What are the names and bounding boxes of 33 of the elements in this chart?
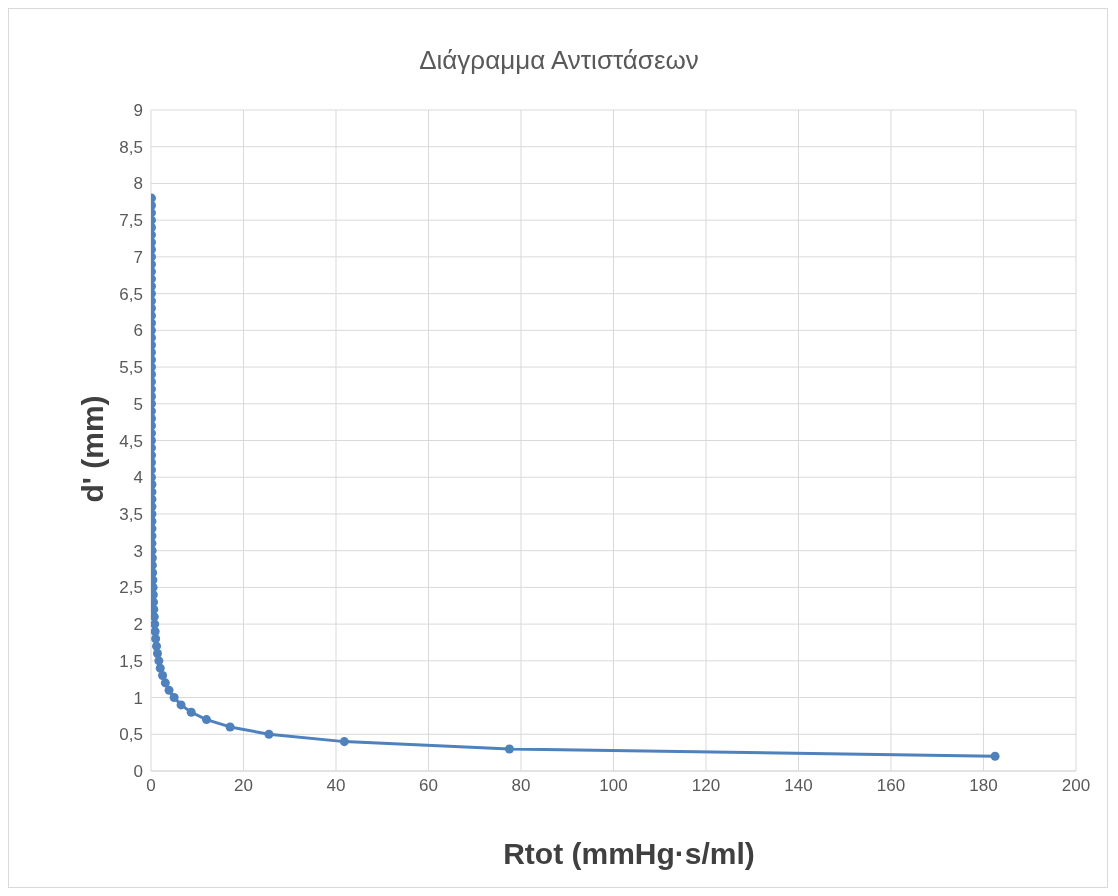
x-tick-label: 160 xyxy=(876,776,906,796)
y-tick-label: 0 xyxy=(133,762,143,782)
y-tick-label: 1 xyxy=(133,688,143,708)
y-tick-label: 6 xyxy=(133,321,143,341)
x-tick-label: 140 xyxy=(784,776,813,796)
x-axis-title: Rtot (mmHg·s/ml) xyxy=(502,837,756,871)
x-tick-label: 0 xyxy=(146,776,156,796)
y-tick-label: 7,5 xyxy=(119,211,143,231)
y-tick-label: 7 xyxy=(133,247,143,267)
y-tick-label: 9 xyxy=(133,101,143,121)
y-tick-label: 2,5 xyxy=(119,578,143,598)
y-tick-label: 1,5 xyxy=(119,651,143,671)
x-tick-label: 100 xyxy=(599,776,628,796)
x-tick-label: 120 xyxy=(691,776,721,796)
y-tick-label: 3,5 xyxy=(119,504,143,524)
y-tick-label: 6,5 xyxy=(119,284,143,304)
x-tick-label: 80 xyxy=(511,776,531,796)
y-tick-label: 5 xyxy=(133,394,143,414)
y-axis-title: d' (mm) xyxy=(76,395,110,503)
x-tick-label: 200 xyxy=(1061,776,1091,796)
x-tick-label: 180 xyxy=(969,776,998,796)
x-tick-label: 20 xyxy=(234,776,253,796)
y-tick-label: 4 xyxy=(133,468,143,488)
x-tick-label: 60 xyxy=(419,776,438,796)
y-tick-label: 8,5 xyxy=(119,137,143,157)
y-tick-label: 0,5 xyxy=(119,725,143,745)
chart-title: Διάγραμμα Αντιστάσεων xyxy=(418,45,700,76)
y-tick-label: 2 xyxy=(133,615,143,635)
y-tick-label: 5,5 xyxy=(119,358,143,378)
y-tick-label: 3 xyxy=(133,541,143,561)
x-tick-label: 40 xyxy=(326,776,346,796)
y-tick-label: 4,5 xyxy=(119,431,143,451)
y-tick-label: 8 xyxy=(133,174,143,194)
